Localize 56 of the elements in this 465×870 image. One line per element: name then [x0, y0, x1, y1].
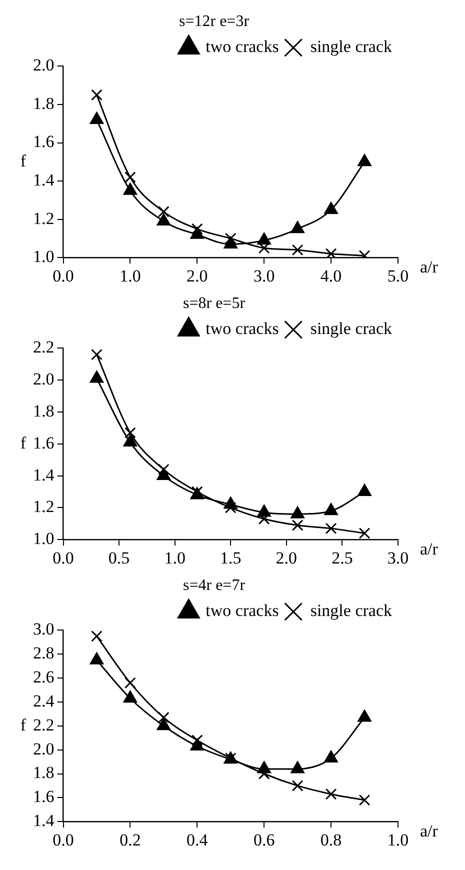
y-tick-label: 1.6: [33, 132, 54, 152]
x-tick-label: 0.8: [320, 830, 342, 850]
legend-label: single crack: [310, 319, 392, 338]
x-tick-label: 0.6: [253, 830, 275, 850]
x-tick-label: 0.0: [52, 266, 74, 286]
y-tick-label: 2.4: [33, 691, 55, 710]
y-tick-label: 1.4: [33, 465, 55, 484]
chart-title: s=8r e=5r: [182, 294, 246, 312]
x-tick-label: 2.5: [332, 548, 353, 568]
y-tick-label: 2.0: [33, 370, 54, 389]
x-tick-label: 0.2: [120, 830, 141, 850]
legend-label: two cracks: [206, 37, 279, 56]
y-tick-label: 2.2: [33, 338, 54, 357]
x-tick-label: 1.5: [220, 548, 242, 568]
y-tick-label: 1.8: [33, 763, 54, 782]
y-axis-title: f: [20, 715, 26, 734]
x-tick-label: 0.4: [186, 830, 208, 850]
y-tick-label: 1.8: [33, 94, 54, 113]
y-tick-label: 1.0: [33, 529, 54, 548]
legend-label: two cracks: [206, 319, 279, 338]
y-axis-title: f: [20, 433, 26, 452]
y-tick-label: 1.4: [33, 811, 55, 830]
y-tick-label: 2.6: [33, 668, 54, 687]
y-tick-label: 2.8: [33, 644, 54, 663]
x-tick-label: 0.0: [52, 548, 74, 568]
y-tick-label: 1.0: [33, 247, 54, 266]
chart-title: s=4r e=7r: [182, 576, 246, 594]
y-axis-title: f: [20, 151, 26, 170]
y-tick-label: 1.2: [33, 208, 54, 228]
y-tick-label: 1.8: [33, 401, 54, 420]
y-tick-label: 1.6: [33, 787, 54, 806]
x-tick-label: 3.0: [253, 266, 275, 286]
x-tick-label: 0.5: [108, 548, 130, 568]
x-axis-title: a/r: [420, 258, 438, 277]
x-tick-label: 1.0: [164, 548, 186, 568]
x-tick-label: 0.0: [52, 830, 74, 850]
x-tick-label: 4.0: [320, 266, 342, 286]
y-tick-label: 2.0: [33, 56, 54, 75]
y-tick-label: 1.2: [33, 497, 54, 516]
x-tick-label: 5.0: [387, 266, 409, 286]
x-axis-title: a/r: [420, 540, 438, 559]
x-tick-label: 2.0: [276, 548, 298, 568]
y-tick-label: 2.0: [33, 739, 54, 758]
x-tick-label: 3.0: [387, 548, 409, 568]
y-tick-label: 1.6: [33, 433, 54, 452]
chart-title: s=12r e=3r: [178, 12, 250, 30]
legend-label: single crack: [310, 601, 392, 620]
y-tick-label: 3.0: [33, 620, 54, 639]
x-axis-title: a/r: [420, 822, 438, 841]
y-tick-label: 2.2: [33, 715, 54, 734]
x-tick-label: 1.0: [387, 830, 409, 850]
legend-label: single crack: [310, 37, 392, 56]
x-tick-label: 2.0: [186, 266, 208, 286]
legend-label: two cracks: [206, 601, 279, 620]
y-tick-label: 1.4: [33, 170, 55, 190]
x-tick-label: 1.0: [120, 266, 141, 286]
